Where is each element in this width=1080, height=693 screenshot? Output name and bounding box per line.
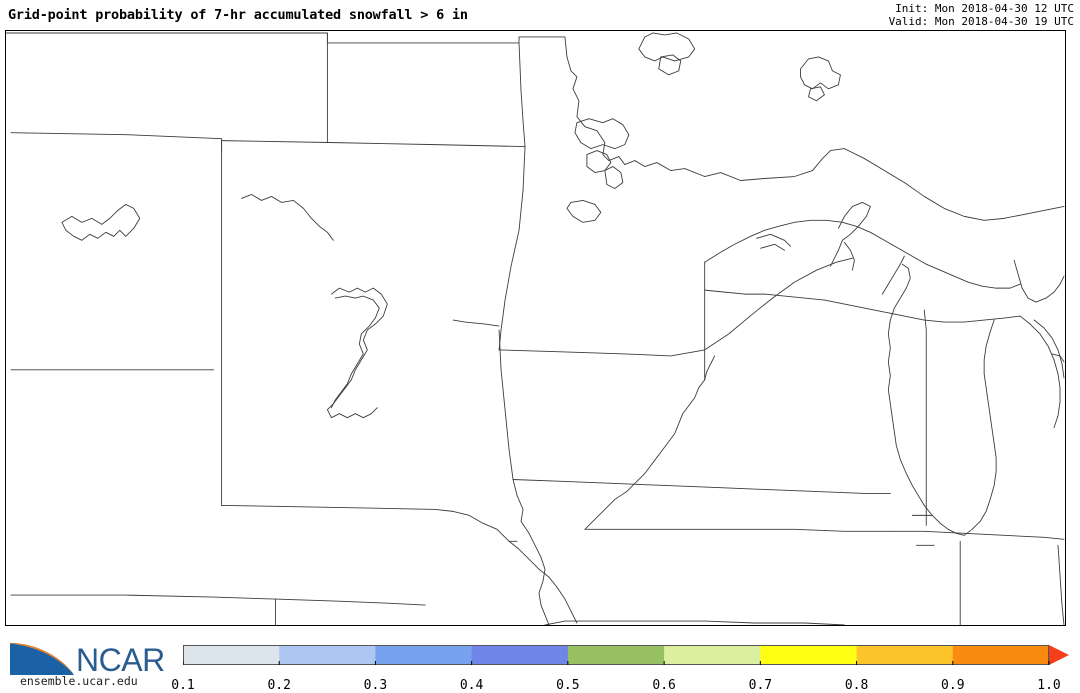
mn-lake-small: [604, 166, 624, 189]
forecast-time-block: Init: Mon 2018-04-30 12 UTC Valid: Mon 2…: [889, 2, 1074, 28]
state-line-nd-sd: [452, 319, 500, 327]
map-panel[interactable]: [5, 30, 1066, 626]
state-line-ia-wi: [584, 528, 891, 532]
colorbar-tick-label: 0.3: [363, 678, 388, 693]
state-line-ne-ia: [512, 479, 530, 534]
colorbar-tick-label: 0.6: [652, 678, 676, 693]
river-missouri-2: [330, 295, 380, 409]
ncar-logo-icon: NCAR: [10, 642, 165, 677]
colorbar-segment: [375, 645, 473, 665]
state-line-sd-ne: [452, 510, 578, 624]
up-michigan-south: [704, 289, 1021, 323]
state-line-wy-sd-border: [221, 504, 454, 512]
colorbar-segment: [952, 645, 1050, 665]
valid-time-label: Valid: Mon 2018-04-30 19 UTC: [888, 15, 1074, 28]
state-line-mt-wy: [10, 132, 223, 154]
colorbar-segment: [279, 645, 376, 665]
colorbar[interactable]: 0.1 0.2 0.3 0.4 0.5 0.6 0.7 0.8 0.9 1.0: [171, 645, 1069, 693]
colorbar-tick-label: 0.1: [171, 678, 195, 693]
colorbar-swatches: [183, 645, 1069, 665]
state-line-in-oh: [1057, 544, 1065, 625]
ncar-wordmark: NCAR: [76, 642, 165, 677]
keweenaw-peninsula: [829, 201, 871, 267]
colorbar-segment: [471, 645, 569, 665]
state-line-ia-mo: [544, 620, 845, 625]
colorbar-segment: [183, 645, 280, 665]
river-fort-peck: [61, 203, 141, 241]
isle-royale-2: [760, 243, 785, 251]
lake-michigan-west-shore: [887, 319, 965, 536]
saginaw-bay: [1051, 353, 1065, 363]
header: Grid-point probability of 7-hr accumulat…: [0, 0, 1080, 30]
state-line-nd-mn-top: [518, 42, 526, 148]
mille-lacs: [566, 199, 602, 223]
green-bay: [889, 263, 911, 321]
page-title: Grid-point probability of 7-hr accumulat…: [8, 7, 468, 23]
state-line-wy-co: [10, 594, 276, 600]
lake-superior-south-shore: [704, 219, 1021, 289]
lake-of-the-woods-inner: [808, 86, 825, 102]
state-line-wi-il: [889, 530, 1065, 540]
door-peninsula: [881, 255, 905, 295]
colorbar-extend-arrow: [1049, 645, 1069, 665]
border-us-canada: [6, 32, 1065, 221]
colorbar-tick-label: 0.4: [459, 678, 484, 693]
colorbar-panel: 0.1 0.2 0.3 0.4 0.5 0.6 0.7 0.8 0.9 1.0: [0, 633, 1080, 693]
michigan-lp-east-coast: [1019, 315, 1061, 429]
state-line-ia-mn: [512, 479, 891, 494]
ncar-logo-block[interactable]: NCAR ensemble.ucar.edu: [0, 633, 175, 693]
leech-lake: [586, 150, 612, 173]
colorbar-segment: [664, 645, 761, 665]
keweenaw-bay: [843, 241, 855, 271]
river-missouri: [326, 287, 388, 419]
lake-of-the-woods: [800, 56, 841, 90]
colorbar-segment: [856, 645, 954, 665]
ncar-site-url[interactable]: ensemble.ucar.edu: [20, 674, 138, 688]
lake-michigan-east-shore: [963, 319, 997, 536]
river-lake-sakakawea: [241, 194, 334, 241]
colorbar-tick-label: 0.7: [748, 678, 773, 693]
lake-canada-1: [638, 32, 696, 62]
colorbar-tick-label: 0.8: [844, 678, 869, 693]
colorbar-segment: [567, 645, 665, 665]
state-line-ne-ks: [275, 598, 426, 606]
colorbar-tick-label: 0.2: [267, 678, 291, 693]
state-line-mn-wi: [584, 379, 706, 530]
colorbar-tick-label: 0.9: [941, 678, 965, 693]
lake-michigan-divider: [923, 309, 927, 526]
mississippi-upper: [704, 355, 716, 381]
state-line-mt-nd: [221, 140, 526, 148]
lake-huron-sw: [1033, 319, 1065, 379]
michigan-east: [1013, 259, 1065, 303]
red-lake: [574, 118, 630, 150]
state-line-nd-mn: [498, 146, 526, 351]
init-time-label: Init: Mon 2018-04-30 12 UTC: [895, 2, 1074, 15]
colorbar-segment: [760, 645, 858, 665]
state-line-sd-mn: [498, 329, 514, 480]
colorbar-tick-label: 0.5: [556, 678, 580, 693]
map-geography: [6, 32, 1065, 625]
isle-royale: [756, 233, 791, 247]
river-missouri-iowa: [528, 532, 550, 625]
colorbar-tick-label: 1.0: [1037, 678, 1061, 693]
minnesota-lake-superior-shore: [498, 257, 853, 357]
lake-canada-2: [658, 54, 682, 76]
